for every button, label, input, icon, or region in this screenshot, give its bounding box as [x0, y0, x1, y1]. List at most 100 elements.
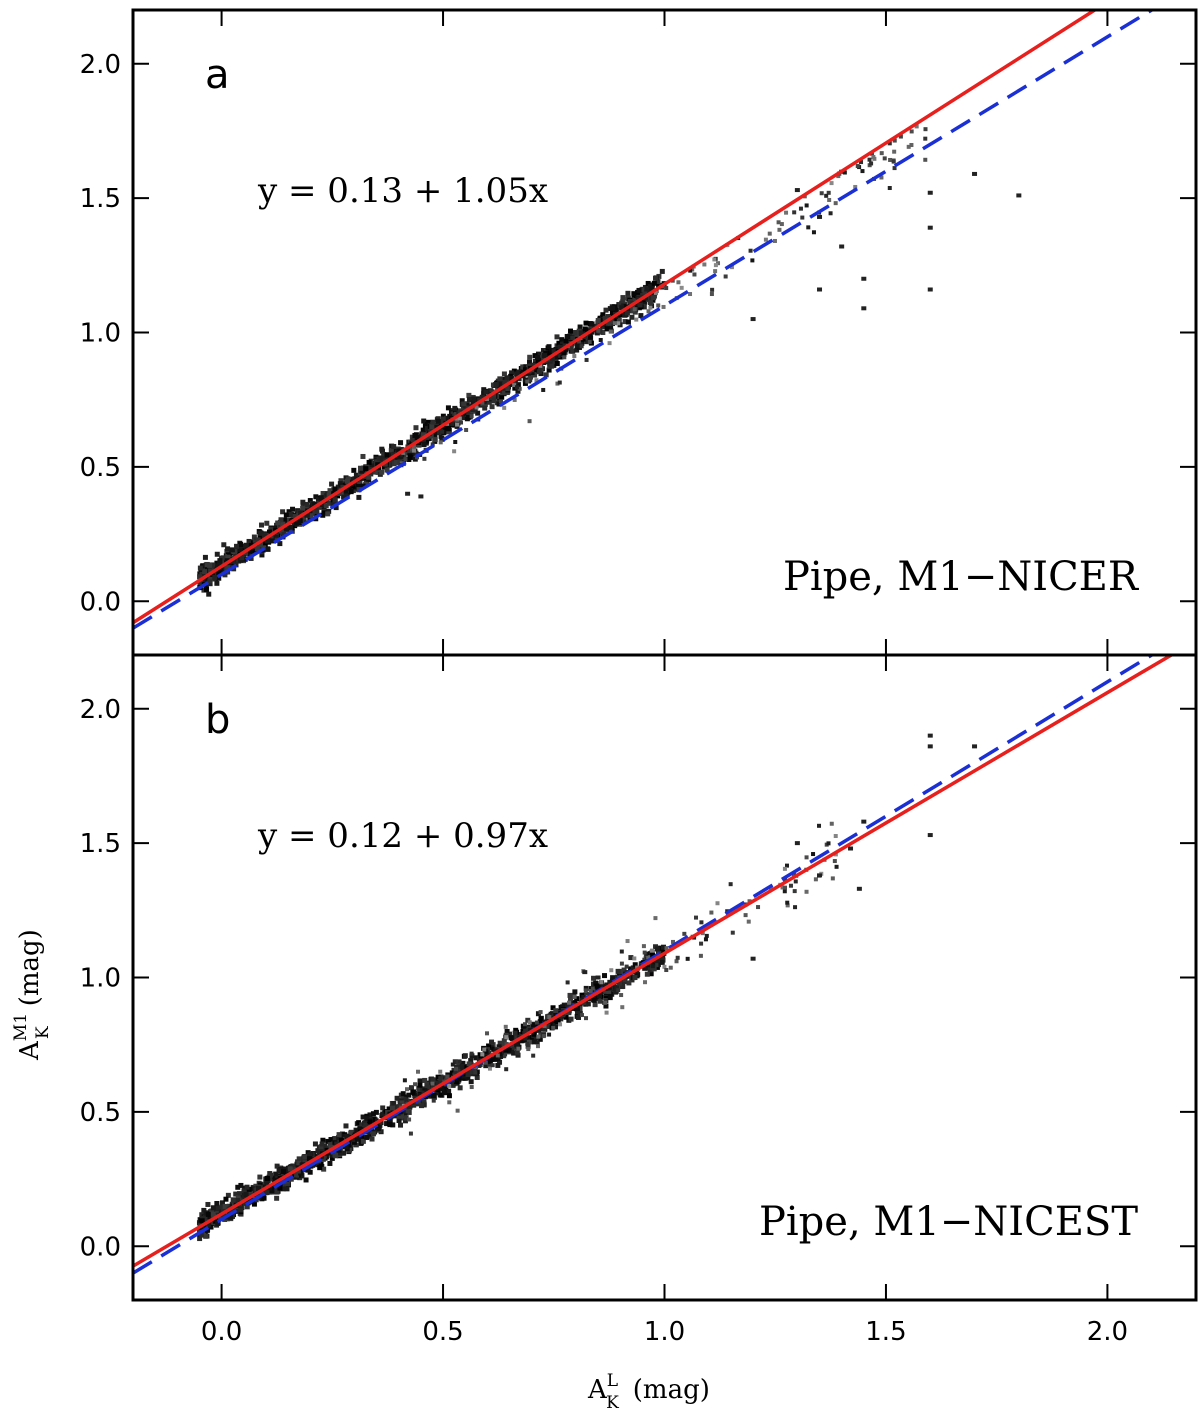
- data-point: [514, 1049, 520, 1055]
- data-point: [579, 1013, 584, 1018]
- data-point: [447, 1100, 452, 1105]
- data-point: [650, 964, 655, 969]
- data-point: [599, 980, 604, 985]
- data-point: [196, 1220, 202, 1226]
- data-point: [351, 1139, 357, 1145]
- data-point: [389, 1105, 395, 1111]
- data-point: [201, 577, 207, 583]
- data-point: [430, 419, 436, 425]
- data-point: [541, 1034, 546, 1039]
- data-point: [598, 337, 603, 342]
- data-point: [559, 337, 565, 343]
- data-point: [201, 587, 207, 593]
- data-point: [259, 552, 265, 558]
- data-point: [653, 275, 659, 281]
- data-point: [792, 889, 797, 894]
- data-point: [615, 314, 621, 320]
- data-point: [487, 1061, 493, 1067]
- data-point: [599, 318, 605, 324]
- x-axis: 0.0 0.5 1.0 1.5 2.0 AL K (mag): [201, 1317, 1128, 1411]
- data-point: [483, 1060, 488, 1065]
- data-point: [619, 993, 624, 998]
- data-point: [486, 399, 492, 405]
- data-point: [222, 1203, 228, 1209]
- data-point: [659, 956, 665, 962]
- data-point: [332, 1152, 338, 1158]
- data-point: [456, 1069, 462, 1075]
- data-point: [522, 377, 528, 383]
- data-point: [238, 557, 244, 563]
- data-point: [602, 315, 608, 321]
- data-point: [424, 426, 430, 432]
- data-point: [216, 570, 222, 576]
- data-point: [490, 1063, 495, 1068]
- data-point: [525, 1041, 530, 1046]
- data-point: [230, 1197, 236, 1203]
- data-point: [546, 344, 552, 350]
- data-point: [570, 348, 576, 354]
- data-point: [214, 1206, 220, 1212]
- data-point: [871, 154, 876, 159]
- data-point: [360, 1114, 366, 1120]
- outlier-point: [839, 244, 845, 249]
- data-point: [630, 308, 636, 314]
- data-point: [403, 457, 408, 462]
- data-point: [527, 1020, 532, 1025]
- data-point: [445, 416, 451, 422]
- data-point: [465, 1072, 471, 1078]
- data-point: [205, 1201, 211, 1207]
- data-point: [750, 258, 755, 263]
- data-point: [315, 497, 321, 503]
- data-point: [515, 388, 521, 394]
- outlier-point: [927, 744, 933, 749]
- data-point: [563, 1014, 569, 1020]
- data-point: [290, 513, 296, 519]
- data-point: [435, 1080, 441, 1086]
- data-point: [453, 1068, 459, 1074]
- data-point: [813, 877, 818, 882]
- data-point: [327, 488, 333, 494]
- data-point: [510, 1042, 516, 1048]
- data-point: [523, 367, 529, 373]
- data-point: [608, 329, 613, 334]
- data-point: [641, 304, 647, 310]
- data-point: [607, 341, 612, 346]
- data-point: [422, 1077, 428, 1083]
- data-point: [538, 1032, 544, 1038]
- data-point: [306, 1156, 312, 1162]
- data-point: [273, 534, 279, 540]
- data-point: [638, 313, 644, 319]
- data-point: [280, 1186, 286, 1192]
- data-point: [320, 1137, 326, 1143]
- data-point: [892, 166, 897, 171]
- data-point: [295, 1168, 301, 1174]
- data-point: [283, 512, 289, 518]
- data-point: [867, 157, 872, 162]
- data-point: [384, 467, 390, 473]
- data-point: [404, 1097, 409, 1102]
- data-point: [207, 578, 213, 584]
- data-point: [662, 964, 667, 969]
- data-point: [217, 560, 223, 566]
- data-point: [435, 1074, 441, 1080]
- data-point: [435, 1087, 441, 1093]
- data-point: [567, 1000, 572, 1005]
- data-point: [269, 538, 275, 544]
- data-point: [914, 124, 919, 129]
- data-point: [259, 522, 265, 528]
- data-point: [445, 1074, 450, 1079]
- data-point: [609, 310, 615, 316]
- data-point: [349, 483, 355, 489]
- data-point: [239, 555, 245, 561]
- data-point: [369, 1136, 375, 1142]
- data-point: [514, 1042, 520, 1048]
- data-point: [476, 1062, 482, 1068]
- data-point: [679, 285, 684, 290]
- fit-equation: y = 0.13 + 1.05x: [257, 171, 548, 211]
- data-point: [503, 1047, 509, 1053]
- panel-b: 0.0 0.5 1.0 1.5 2.0 b y = 0.12 + 0.97x Pipe, M1…: [80, 653, 1198, 1302]
- data-point: [299, 1159, 305, 1165]
- data-point: [220, 1207, 226, 1213]
- data-point: [501, 371, 507, 377]
- data-point: [455, 1108, 460, 1113]
